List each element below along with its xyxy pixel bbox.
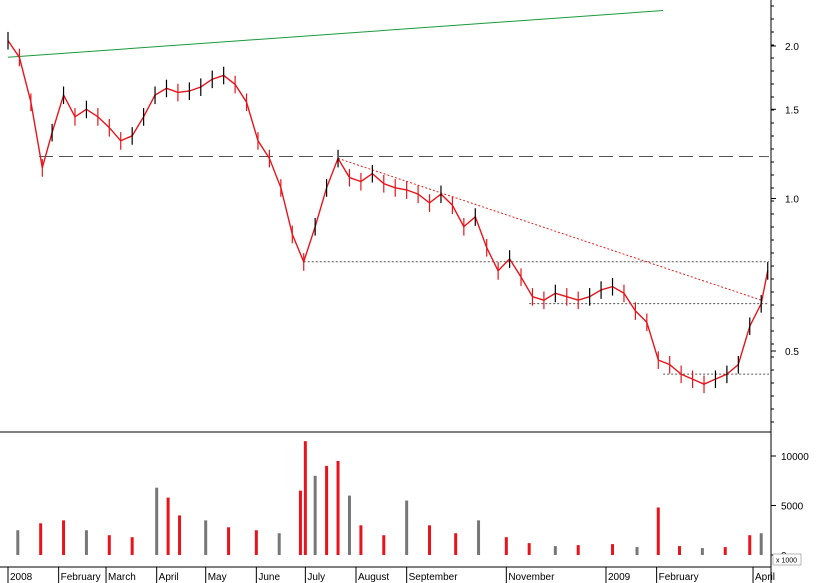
x-tick-label: September <box>409 572 459 583</box>
volume-bar <box>723 547 727 555</box>
volume-bar <box>178 515 182 555</box>
volume-bar <box>504 537 508 555</box>
x-tick-label: August <box>358 572 389 583</box>
x-tick-label: November <box>508 572 555 583</box>
volume-bar <box>336 460 340 555</box>
x-tick-label: February <box>659 572 699 583</box>
volume-bar <box>325 465 329 555</box>
volume-bar <box>254 530 258 555</box>
volume-bar <box>382 535 386 555</box>
x-axis: 2008 February March April May June July August S… <box>7 567 775 583</box>
volume-bar <box>553 546 557 555</box>
volume-bar <box>298 490 302 555</box>
price-tick-label: 1.0 <box>785 195 799 206</box>
volume-bar <box>166 497 170 555</box>
volume-bar <box>359 525 363 555</box>
volume-bar <box>277 533 281 555</box>
price-tick-label: 0.5 <box>785 347 799 358</box>
x-tick-label: July <box>307 572 325 583</box>
x-tick-label: April <box>159 572 179 583</box>
volume-tick-label: 10000 <box>781 452 809 463</box>
volume-panel: 1000050000x 1000 <box>0 441 809 568</box>
volume-bar <box>527 543 531 555</box>
volume-bar <box>576 545 580 555</box>
volume-bar <box>16 530 20 555</box>
volume-bar <box>62 520 66 555</box>
volume-bar <box>204 520 208 555</box>
price-panel: 2.0 1.5 1.0 0.5 <box>0 0 799 583</box>
volume-bar <box>313 475 317 555</box>
volume-bar <box>405 500 409 555</box>
volume-bar <box>84 530 88 555</box>
volume-unit-label: x 1000 <box>776 558 797 565</box>
x-tick-label: 2008 <box>10 572 33 583</box>
volume-unit-box <box>772 553 802 566</box>
volume-bar <box>39 523 43 555</box>
x-tick-label: 2009 <box>608 572 631 583</box>
volume-bar <box>155 487 159 555</box>
volume-bar <box>635 547 639 555</box>
price-tick-label: 1.5 <box>785 105 799 116</box>
volume-bar <box>107 535 111 555</box>
x-tick-label: May <box>208 572 227 583</box>
price-series-line <box>7 40 769 385</box>
x-tick-label: March <box>108 572 136 583</box>
volume-bar <box>454 533 458 555</box>
trend-line <box>7 10 664 58</box>
volume-bar <box>700 548 704 555</box>
volume-bar <box>347 495 351 555</box>
volume-bar <box>477 520 481 555</box>
volume-bar <box>748 535 752 555</box>
x-tick-label: April <box>755 572 775 583</box>
x-tick-label: February <box>61 572 101 583</box>
volume-bar <box>303 441 307 555</box>
volume-bar <box>227 527 231 555</box>
volume-tick-label: 5000 <box>781 502 804 513</box>
volume-bar <box>130 537 134 555</box>
volume-bar <box>656 507 660 555</box>
price-tick-label: 2.0 <box>785 42 799 53</box>
volume-bar <box>611 544 615 555</box>
volume-bar <box>759 533 763 555</box>
x-tick-label: June <box>258 572 280 583</box>
volume-bar <box>678 546 682 555</box>
volume-bar <box>428 525 432 555</box>
